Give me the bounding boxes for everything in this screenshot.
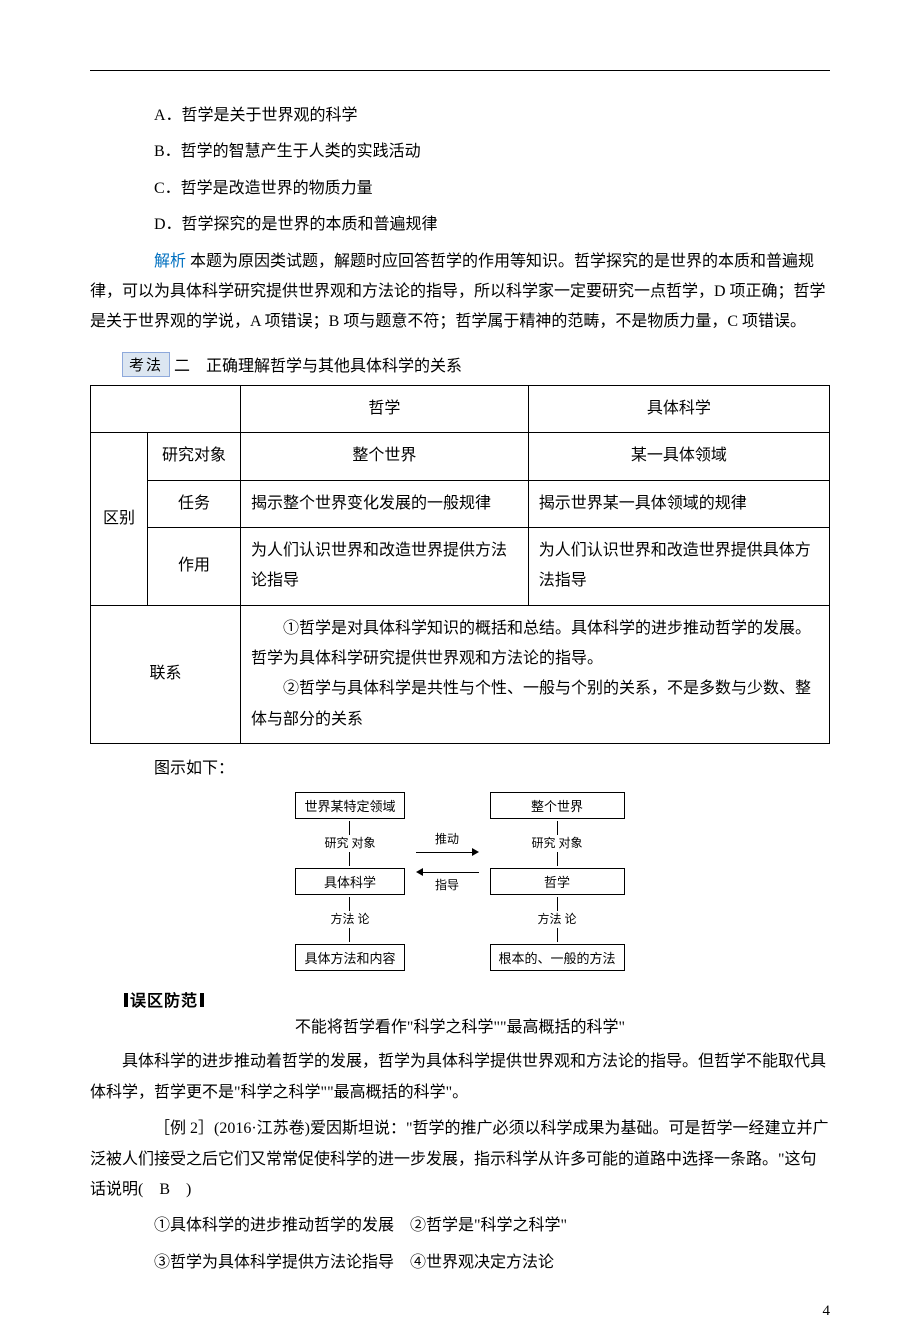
analysis-paragraph: 解析 本题为原因类试题，解题时应回答哲学的作用等知识。哲学探究的是世界的本质和普… — [90, 247, 830, 338]
arrow-bot-label: 指导 — [416, 876, 479, 893]
option-b: B．哲学的智慧产生于人类的实践活动 — [90, 137, 830, 167]
diagram: 世界某特定领域 整个世界 研究 对象 推动 — [90, 791, 830, 977]
row-link: 联系 — [91, 605, 241, 744]
example2-lead: ［例 2］(2016·江苏卷)爱因斯坦说："哲学的推广必须以科学成果为基础。可是… — [90, 1114, 830, 1205]
analysis-body: 本题为原因类试题，解题时应回答哲学的作用等知识。哲学探究的是世界的本质和普遍规律… — [90, 253, 826, 331]
wuqu-heading: 误区防范 — [122, 987, 830, 1011]
kaofa-badge: 考法 — [122, 352, 170, 377]
arrow-top-label: 推动 — [416, 830, 479, 847]
r2-sci: 揭示世界某一具体领域的规律 — [528, 480, 829, 527]
arrow-right-icon — [472, 848, 479, 856]
vlabel-left-1: 研究 对象 — [295, 835, 404, 852]
top-rule — [90, 70, 830, 71]
node-right-mid: 哲学 — [490, 868, 625, 895]
arrow-left-icon — [416, 868, 423, 876]
diagram-intro: 图示如下： — [90, 754, 830, 784]
comparison-table: 哲学 具体科学 区别 研究对象 整个世界 某一具体领域 任务 揭示整个世界变化发… — [90, 385, 830, 745]
kaofa-num: 二 — [174, 352, 190, 376]
th-phil: 哲学 — [241, 385, 529, 432]
node-left-top: 世界某特定领域 — [295, 792, 404, 819]
node-right-top: 整个世界 — [490, 792, 625, 819]
vlabel-right-1: 研究 对象 — [490, 835, 625, 852]
r3-label: 作用 — [148, 527, 241, 605]
vlabel-left-2: 方法 论 — [295, 911, 404, 928]
example2-line1: ①具体科学的进步推动哲学的发展 ②哲学是"科学之科学" — [90, 1211, 830, 1241]
r3-sci: 为人们认识世界和改造世界提供具体方法指导 — [528, 527, 829, 605]
link-body: ①哲学是对具体科学知识的概括和总结。具体科学的进步推动哲学的发展。哲学为具体科学… — [241, 605, 830, 744]
wuqu-body: 具体科学的进步推动着哲学的发展，哲学为具体科学提供世界观和方法论的指导。但哲学不… — [90, 1047, 830, 1108]
kaofa-title: 正确理解哲学与其他具体科学的关系 — [206, 352, 462, 376]
r1-label: 研究对象 — [148, 433, 241, 480]
option-d: D．哲学探究的是世界的本质和普遍规律 — [90, 210, 830, 240]
r2-label: 任务 — [148, 480, 241, 527]
th-sci: 具体科学 — [528, 385, 829, 432]
vlabel-right-2: 方法 论 — [490, 911, 625, 928]
r3-phil: 为人们认识世界和改造世界提供方法论指导 — [241, 527, 529, 605]
example2-line2: ③哲学为具体科学提供方法论指导 ④世界观决定方法论 — [90, 1248, 830, 1278]
analysis-label: 解析 — [154, 253, 186, 270]
wuqu-title: 不能将哲学看作"科学之科学""最高概括的科学" — [90, 1013, 830, 1043]
wuqu-label: 误区防范 — [130, 993, 198, 1010]
r1-sci: 某一具体领域 — [528, 433, 829, 480]
node-right-bot: 根本的、一般的方法 — [490, 944, 625, 971]
row-diff: 区别 — [91, 433, 148, 606]
node-left-bot: 具体方法和内容 — [295, 944, 404, 971]
option-a: A．哲学是关于世界观的科学 — [90, 101, 830, 131]
page-number: 4 — [823, 1303, 831, 1320]
option-c: C．哲学是改造世界的物质力量 — [90, 174, 830, 204]
node-left-mid: 具体科学 — [295, 868, 404, 895]
kaofa-heading: 考法 二 正确理解哲学与其他具体科学的关系 — [122, 352, 830, 377]
r2-phil: 揭示整个世界变化发展的一般规律 — [241, 480, 529, 527]
r1-phil: 整个世界 — [241, 433, 529, 480]
